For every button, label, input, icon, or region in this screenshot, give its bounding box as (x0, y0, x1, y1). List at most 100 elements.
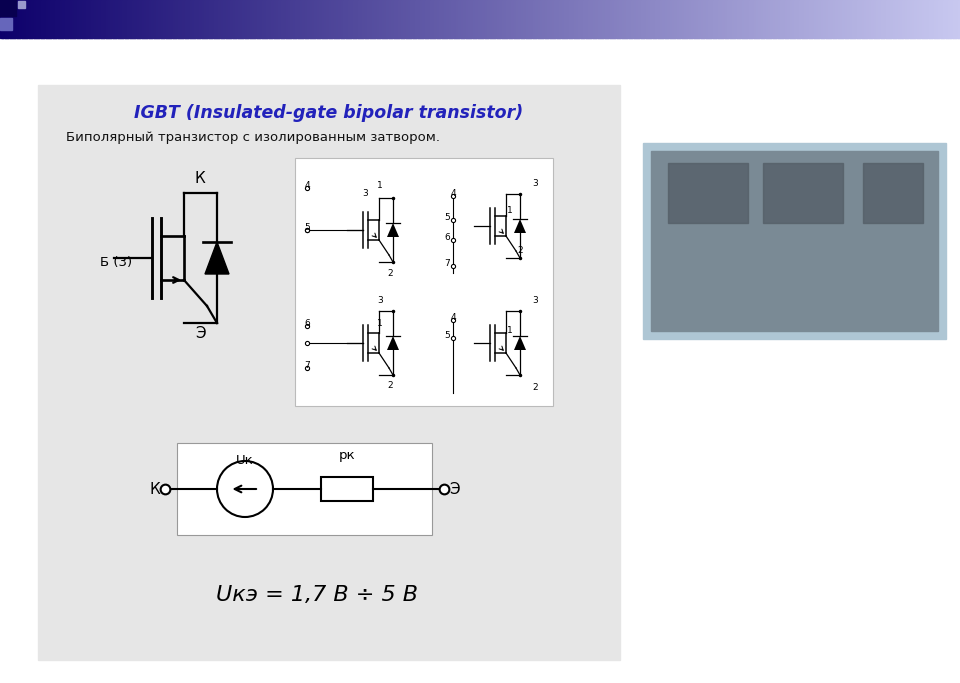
Bar (528, 0, 532, 38)
Bar (938, 0, 942, 38)
Bar (638, 0, 642, 38)
Bar (392, 0, 395, 38)
Bar (123, 0, 126, 38)
Bar (843, 0, 846, 38)
Bar (56, 0, 59, 38)
Bar (278, 0, 282, 38)
Bar (422, 0, 426, 38)
Bar (194, 0, 198, 38)
Bar (837, 0, 841, 38)
Bar (744, 0, 748, 38)
Bar (403, 0, 407, 38)
Bar (866, 0, 870, 38)
Bar (588, 0, 591, 38)
Bar (854, 0, 858, 38)
Bar (434, 0, 438, 38)
Bar (259, 0, 263, 38)
Bar (427, 0, 431, 38)
Bar (958, 0, 960, 38)
Bar (459, 0, 462, 38)
Bar (760, 0, 764, 38)
Bar (619, 0, 623, 38)
Bar (876, 0, 879, 38)
Bar (832, 0, 836, 38)
Bar (184, 0, 188, 38)
Bar (139, 0, 143, 38)
Bar (58, 0, 61, 38)
Bar (396, 0, 399, 38)
Bar (643, 143, 946, 339)
Bar (283, 0, 287, 38)
Bar (12, 0, 15, 38)
Bar (444, 0, 447, 38)
Bar (29, 0, 33, 38)
Bar (720, 0, 724, 38)
Text: 1: 1 (507, 206, 513, 215)
Bar (891, 0, 894, 38)
Bar (828, 0, 831, 38)
Bar (603, 0, 606, 38)
Bar (747, 0, 750, 38)
Bar (418, 0, 421, 38)
Text: 3: 3 (532, 179, 538, 188)
Bar (703, 0, 707, 38)
Bar (950, 0, 954, 38)
Text: 2: 2 (532, 383, 538, 392)
Bar (96, 0, 100, 38)
Bar (254, 0, 258, 38)
Bar (501, 0, 505, 38)
Bar (266, 0, 270, 38)
Bar (928, 0, 932, 38)
Bar (616, 0, 620, 38)
Text: IGBT (Insulated-gate bipolar transistor): IGBT (Insulated-gate bipolar transistor) (134, 104, 523, 122)
Bar (182, 0, 186, 38)
Bar (439, 0, 443, 38)
Bar (64, 0, 68, 38)
Bar (14, 0, 18, 38)
Bar (324, 0, 327, 38)
Bar (688, 0, 692, 38)
Bar (202, 0, 205, 38)
Bar (737, 0, 740, 38)
Bar (228, 0, 231, 38)
Bar (754, 0, 757, 38)
Bar (564, 0, 567, 38)
Bar (490, 0, 493, 38)
Bar (578, 0, 582, 38)
Bar (104, 0, 107, 38)
Bar (856, 0, 860, 38)
Bar (110, 0, 114, 38)
Bar (432, 0, 436, 38)
Bar (904, 0, 908, 38)
Bar (286, 0, 289, 38)
Bar (305, 0, 308, 38)
Text: 7: 7 (304, 361, 310, 370)
Bar (192, 0, 196, 38)
Bar (900, 0, 903, 38)
Bar (151, 0, 155, 38)
Bar (350, 0, 354, 38)
Bar (811, 0, 815, 38)
Bar (219, 0, 222, 38)
Bar (952, 0, 956, 38)
Bar (296, 0, 299, 38)
Bar (245, 0, 249, 38)
Bar (17, 0, 20, 38)
Bar (180, 0, 183, 38)
Bar (475, 0, 479, 38)
Bar (902, 0, 906, 38)
Bar (826, 0, 829, 38)
Bar (413, 0, 417, 38)
Bar (53, 0, 57, 38)
Bar (456, 0, 460, 38)
Bar (763, 163, 843, 223)
Bar (233, 0, 236, 38)
Bar (389, 0, 393, 38)
Polygon shape (514, 336, 526, 350)
Bar (734, 0, 738, 38)
Bar (88, 0, 92, 38)
Bar (264, 0, 268, 38)
Bar (117, 0, 121, 38)
Bar (732, 0, 735, 38)
Bar (485, 0, 489, 38)
